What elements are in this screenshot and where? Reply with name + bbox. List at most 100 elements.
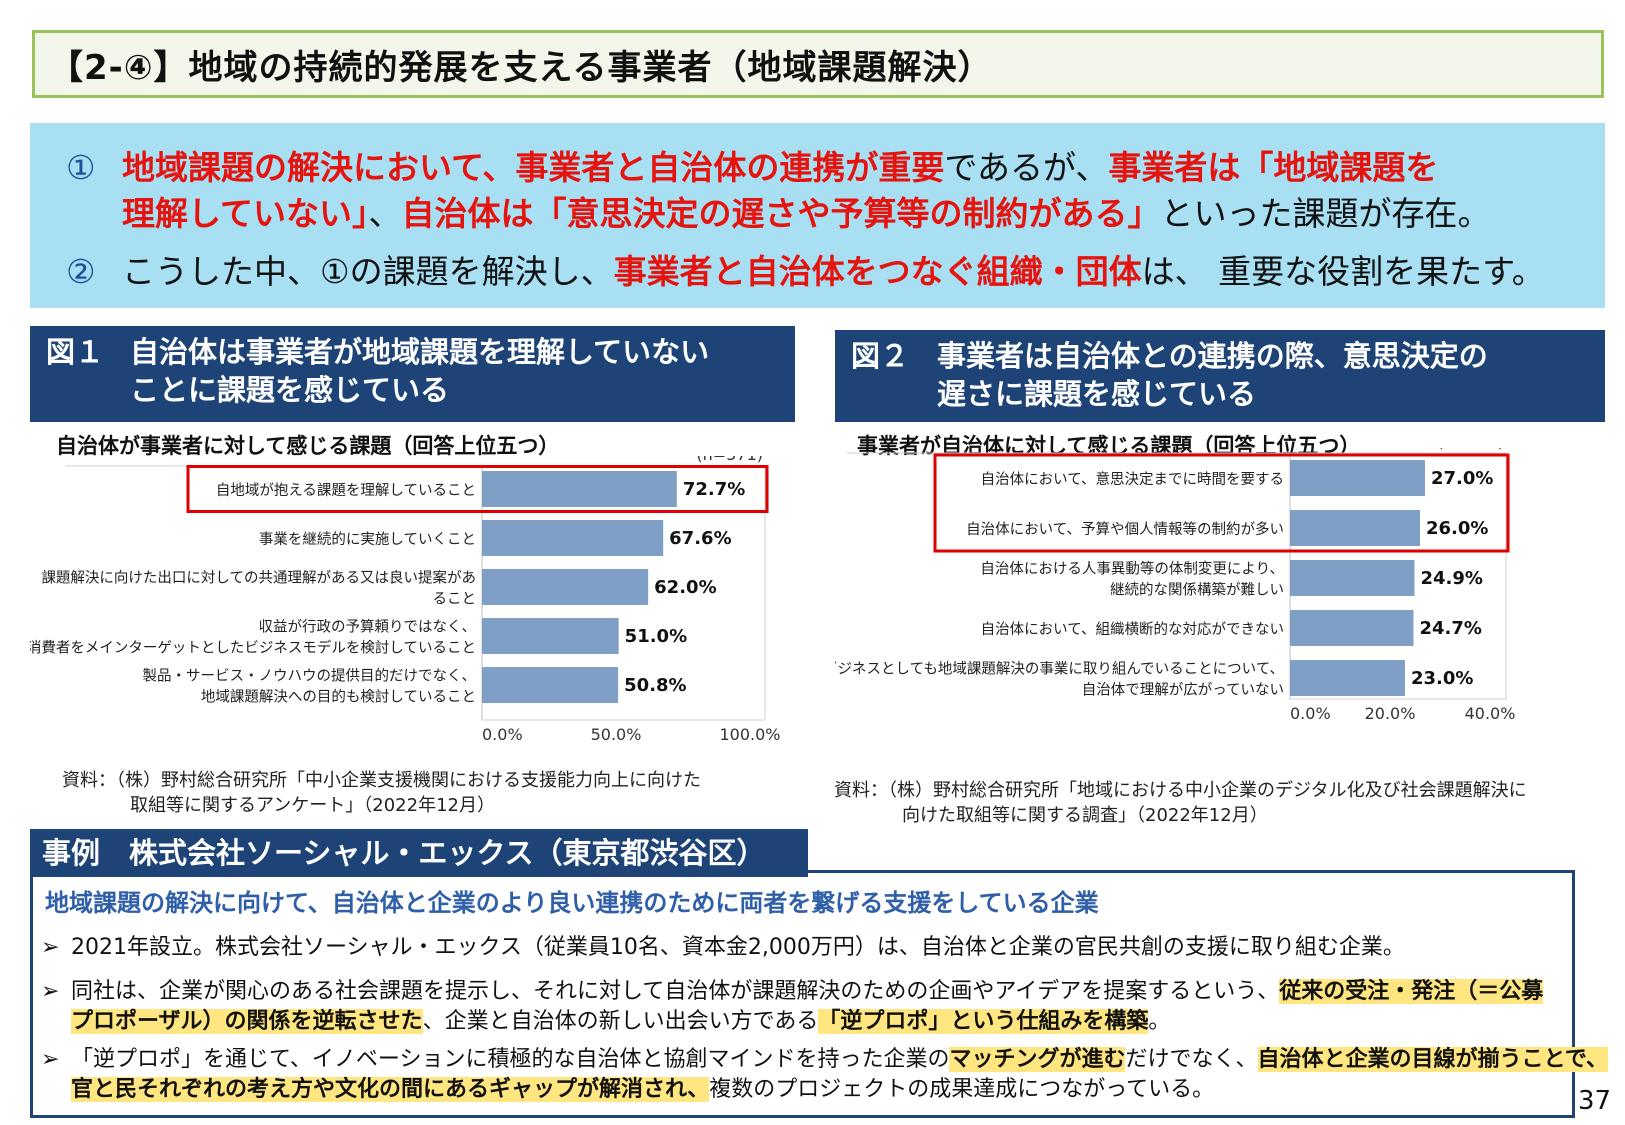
case-study-subtitle: 地域課題の解決に向けて、自治体と企業のより良い連携のために両者を繋げる支援をして…: [45, 889, 1099, 917]
sample-size-label: (n=704): [1437, 448, 1504, 451]
figure-1-number: 図１: [46, 335, 105, 369]
category-label: 自治体において、意思決定までに時間を要する: [981, 470, 1284, 488]
category-label: 自治体における人事異動等の体制変更により、: [980, 560, 1284, 578]
case-highlight: 従来の受注・発注（＝公募: [1279, 979, 1544, 1004]
summary-text: といった課題が存在。: [1160, 194, 1491, 233]
highlight-box: [186, 465, 769, 513]
figure-1-title-line-2: ことに課題を感じている: [130, 373, 450, 407]
page-number: 37: [1578, 1086, 1612, 1116]
case-bullet-2-line-2: プロポーザル）の関係を逆転させた、企業と自治体の新しい出会い方である「逆プロポ」…: [41, 1007, 1543, 1037]
category-label: 企業や消費者をメインターゲットとしたビジネスモデルを検討していること: [30, 639, 476, 657]
data-label: 26.0%: [1426, 518, 1488, 539]
highlight-box: [933, 453, 1510, 553]
figure-1-subtitle: 自治体が事業者に対して感じる課題（回答上位五つ）: [56, 434, 560, 458]
data-label: 67.6%: [669, 528, 731, 549]
bar: [482, 471, 677, 507]
figure-2-source: 資料：（株）野村総合研究所「地域における中小企業のデジタル化及び社会課題解決に …: [834, 778, 1527, 828]
case-bullet-2-line-1: 同社は、企業が関心のある社会課題を提示し、それに対して自治体が課題解決のための企…: [41, 977, 1544, 1007]
data-label: 27.0%: [1431, 468, 1493, 489]
bar: [1290, 510, 1420, 546]
figure-2-title-line-2: 遅さに課題を感じている: [937, 377, 1257, 411]
tick-label: 20.0%: [1365, 704, 1416, 723]
summary-point-1-line-1: ① 地域課題の解決において、事業者と自治体の連携が重要であるが、事業者は「地域課題…: [66, 141, 1438, 189]
case-text: 、企業と自治体の新しい出会い方である: [422, 1009, 819, 1034]
bar: [482, 618, 619, 654]
title-bar: 【2-④】地域の持続的発展を支える事業者（地域課題解決）: [32, 30, 1604, 98]
figure-1-chart: (n=571) 72.7% 自地域が抱える課題を理解していること 67.6% 事業を継続…: [30, 456, 781, 744]
figure-1-source-line-2: 取組等に関するアンケート」（2022年12月）: [130, 795, 495, 816]
summary-text: 、: [368, 194, 402, 233]
summary-emphasis: 自治体は「意思決定の遅さや予算等の制約がある」: [401, 194, 1161, 233]
data-label: 62.0%: [654, 577, 716, 598]
figure-2-chart: (n=704) 27.0% 自治体において、意思決定までに時間を要する 26.0% 自治…: [835, 448, 1516, 723]
category-label: 自地域が抱える課題を理解していること: [216, 482, 476, 499]
data-label: 24.7%: [1420, 618, 1482, 639]
bar: [482, 569, 649, 605]
bullet-arrow-icon: ➢: [41, 979, 60, 1004]
summary-text: こうした中、①の課題を解決し、: [122, 252, 614, 291]
case-text: 同社は、企業が関心のある社会課題を提示し、それに対して自治体が課題解決のための企…: [71, 979, 1280, 1004]
summary-emphasis: 事業者と自治体をつなぐ組織・団体: [613, 252, 1142, 291]
category-label: 自治体において、予算や個人情報等の制約が多い: [966, 520, 1284, 538]
figure-2-source-line-1: 資料：（株）野村総合研究所「地域における中小企業のデジタル化及び社会課題解決に: [834, 780, 1527, 801]
case-bullet-3-line-1: 「逆プロポ」を通じて、イノベーションに積極的な自治体と協創マインドを持った企業の…: [41, 1045, 1608, 1075]
case-bullet-1-text: 2021年設立。株式会社ソーシャル・エックス（従業員10名、資本金2,000万円…: [71, 935, 1405, 960]
case-highlight: マッチングが進む: [949, 1047, 1126, 1072]
data-label: 72.7%: [683, 479, 745, 500]
category-label: 自治体において、組織横断的な対応ができない: [981, 621, 1284, 638]
figure-2-source-line-2: 向けた取組等に関する調査」（2022年12月）: [902, 805, 1268, 826]
category-label: 収益が行政の予算頼りではなく、: [259, 619, 477, 636]
case-text: 「逆プロポ」を通じて、イノベーションに積極的な自治体と協創マインドを持った企業の: [71, 1047, 950, 1072]
case-bullet-2: ➢ 同社は、企業が関心のある社会課題を提示し、それに対して自治体が課題解決のため…: [41, 977, 1544, 1037]
tick-label: 0.0%: [482, 725, 523, 744]
summary-text: は、 重要な役割を果たす。: [1141, 252, 1545, 291]
category-label: 課題解決に向けた出口に対しての共通理解がある又は良い提案があ: [41, 569, 476, 587]
case-study-header: 事例 株式会社ソーシャル・エックス（東京都渋谷区）: [30, 829, 808, 877]
category-label: 企業がビジネスとしても地域課題解決の事業に取り組んでいることについて、: [835, 660, 1284, 678]
case-highlight: プロポーザル）の関係を逆転させた: [71, 1009, 423, 1034]
category-label: 地域課題解決への目的も検討していること: [201, 689, 476, 706]
category-label: 事業を継続的に実施していくこと: [259, 531, 476, 548]
case-bullet-3-line-2: 官と民それぞれの考え方や文化の間にあるギャップが解消され、複数のプロジェクトの成…: [41, 1075, 1608, 1105]
category-label: 製品・サービス・ノウハウの提供目的だけでなく、: [143, 668, 477, 685]
category-label: 自治体で理解が広がっていない: [1082, 682, 1284, 699]
tick-label: 40.0%: [1465, 704, 1516, 723]
case-study-box: 地域課題の解決に向けて、自治体と企業のより良い連携のために両者を繋げる支援をして…: [30, 870, 1608, 1118]
figure-2-number: 図２: [851, 339, 910, 373]
bullet-arrow-icon: ➢: [41, 935, 60, 960]
figure-1-title-line-1: 自治体は事業者が地域課題を理解していない: [130, 335, 710, 369]
summary-point-1-number: ①: [66, 148, 96, 187]
summary-point-2: ② こうした中、①の課題を解決し、事業者と自治体をつなぐ組織・団体は、 重要な役割…: [66, 245, 1545, 293]
data-label: 23.0%: [1411, 668, 1473, 689]
bar: [1290, 660, 1405, 696]
bar: [1290, 460, 1425, 496]
data-label: 51.0%: [625, 626, 687, 647]
data-label: 24.9%: [1421, 568, 1483, 589]
summary-point-1-line-2: 理解していない」、自治体は「意思決定の遅さや予算等の制約がある」といった課題が存…: [122, 187, 1491, 235]
figure-1-header: 図１ 自治体は事業者が地域課題を理解していない ことに課題を感じている: [30, 326, 795, 422]
tick-label: 100.0%: [719, 725, 780, 744]
summary-emphasis: 理解していない」: [122, 194, 369, 233]
bullet-arrow-icon: ➢: [41, 1047, 60, 1072]
case-bullet-3: ➢ 「逆プロポ」を通じて、イノベーションに積極的な自治体と協創マインドを持った企…: [41, 1045, 1608, 1105]
case-text: 。: [1148, 1009, 1171, 1034]
summary-emphasis: 地域課題の解決において、事業者と自治体の連携が重要: [122, 148, 945, 187]
summary-emphasis: 事業者は「地域課題を: [1108, 148, 1439, 187]
figure-1-source-line-1: 資料：（株）野村総合研究所「中小企業支援機関における支援能力向上に向けた: [62, 770, 701, 791]
tick-label: 50.0%: [591, 725, 642, 744]
case-text: 複数のプロジェクトの成果達成につながっている。: [709, 1077, 1215, 1102]
bar: [1290, 610, 1414, 646]
case-highlight: 官と民それぞれの考え方や文化の間にあるギャップが解消され、: [71, 1077, 710, 1102]
figure-2-title-line-1: 事業者は自治体との連携の際、意思決定の: [937, 339, 1488, 373]
page-title: 【2-④】地域の持続的発展を支える事業者（地域課題解決）: [49, 47, 993, 88]
category-label: 継続的な関係構築が難しい: [1110, 581, 1284, 599]
bar: [482, 520, 664, 556]
figure-2-header: 図２ 事業者は自治体との連携の際、意思決定の 遅さに課題を感じている: [835, 330, 1605, 422]
case-text: だけでなく、: [1125, 1047, 1258, 1072]
category-label: ること: [433, 592, 477, 608]
summary-text: であるが、: [944, 148, 1109, 187]
bar: [482, 667, 619, 703]
tick-label: 0.0%: [1290, 704, 1331, 723]
sample-size-label: (n=571): [696, 456, 763, 464]
case-highlight: 「逆プロポ」という仕組みを構築: [818, 1009, 1149, 1034]
